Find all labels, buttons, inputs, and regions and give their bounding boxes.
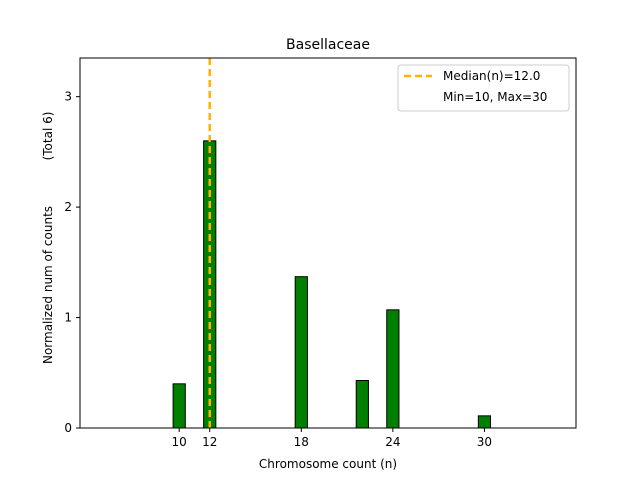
bar-10 [172, 383, 186, 429]
y-tick-label: 3 [64, 90, 72, 104]
legend: Median(n)=12.0 Min=10, Max=30 [397, 64, 570, 112]
bar-22-b [355, 380, 369, 429]
bars-group [172, 140, 492, 429]
y-axis-label: Normalized num of counts [41, 206, 55, 364]
x-tick-label: 30 [477, 435, 492, 449]
x-tick-label: 18 [294, 435, 309, 449]
x-axis-label: Chromosome count (n) [259, 457, 397, 471]
bar-18 [294, 276, 308, 429]
chart-title: Basellaceae [286, 37, 370, 53]
x-ticks: 10 12 18 24 30 [172, 428, 492, 449]
plot-frame [79, 57, 577, 429]
legend-entry-median: Median(n)=12.0 [443, 69, 540, 83]
y-ticks: 0 1 2 3 [64, 90, 80, 435]
legend-box [397, 64, 570, 112]
bar-24 [386, 309, 400, 429]
y-tick-label: 0 [64, 421, 72, 435]
x-tick-label: 24 [385, 435, 400, 449]
y-axis-total-note: (Total 6) [41, 112, 55, 161]
x-tick-label: 12 [202, 435, 217, 449]
x-tick-label: 10 [172, 435, 187, 449]
bar-30 [477, 415, 492, 429]
y-tick-label: 1 [64, 311, 72, 325]
legend-entry-minmax: Min=10, Max=30 [443, 90, 547, 104]
y-tick-label: 2 [64, 200, 72, 214]
